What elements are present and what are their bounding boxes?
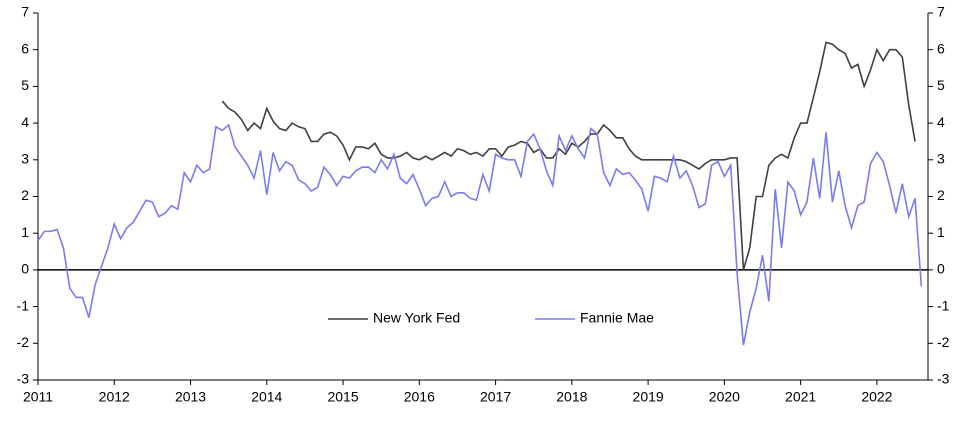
x-tick-label: 2016 <box>404 389 435 405</box>
y-tick-label: 7 <box>21 4 29 20</box>
y2-tick-label: -2 <box>937 334 950 350</box>
y-tick-label: 6 <box>21 40 29 56</box>
x-tick-label: 2019 <box>633 389 664 405</box>
y-tick-label: 0 <box>21 261 29 277</box>
y-tick-label: -2 <box>17 334 30 350</box>
x-tick-label: 2015 <box>327 389 358 405</box>
x-tick-label: 2011 <box>23 389 53 405</box>
y-tick-label: -1 <box>17 297 30 313</box>
y-tick-label: 5 <box>21 77 29 93</box>
x-tick-label: 2020 <box>709 389 740 405</box>
y-tick-label: -3 <box>17 371 30 387</box>
x-tick-label: 2021 <box>785 389 816 405</box>
y2-tick-label: 5 <box>937 77 945 93</box>
series-line <box>37 123 923 346</box>
y-tick-label: 1 <box>21 224 29 240</box>
y2-tick-label: 4 <box>937 114 945 130</box>
y2-tick-label: 0 <box>937 261 945 277</box>
y-tick-label: 2 <box>21 187 29 203</box>
y2-tick-label: 3 <box>937 151 945 167</box>
x-tick-label: 2012 <box>99 389 130 405</box>
x-tick-label: 2014 <box>251 389 282 405</box>
x-tick-label: 2022 <box>861 389 892 405</box>
y2-tick-label: 7 <box>937 4 945 20</box>
y2-tick-label: 6 <box>937 40 945 56</box>
y-tick-label: 4 <box>21 114 29 130</box>
y2-tick-label: 1 <box>937 224 945 240</box>
x-tick-label: 2018 <box>556 389 587 405</box>
x-tick-label: 2017 <box>480 389 511 405</box>
y2-tick-label: 2 <box>937 187 945 203</box>
series-line <box>221 41 916 271</box>
y2-tick-label: -3 <box>937 371 950 387</box>
x-tick-label: 2013 <box>175 389 206 405</box>
legend-label: New York Fed <box>373 310 460 326</box>
y-tick-label: 3 <box>21 151 29 167</box>
legend-label: Fannie Mae <box>580 310 654 326</box>
y2-tick-label: -1 <box>937 297 950 313</box>
